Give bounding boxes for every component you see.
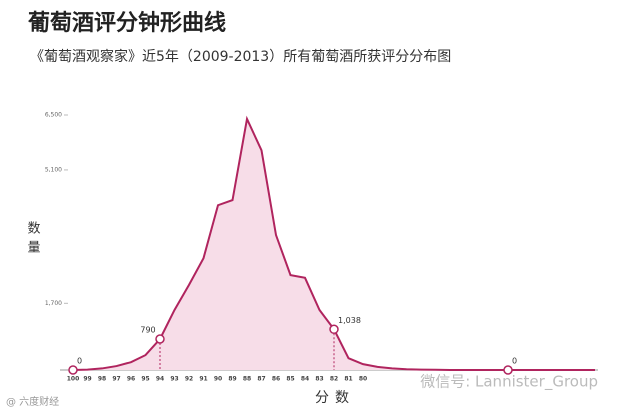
x-tick-label: 92 xyxy=(185,376,193,383)
x-tick-label: 83 xyxy=(315,376,323,383)
x-tick-label: 85 xyxy=(286,376,294,383)
data-label: 0 xyxy=(77,357,82,366)
x-axis-label: 分数 xyxy=(315,390,355,406)
x-tick-label: 91 xyxy=(199,376,207,383)
point xyxy=(329,324,339,335)
x-tick-label: 94 xyxy=(156,376,164,383)
data-label: 790 xyxy=(140,326,155,335)
data-label: 1,038 xyxy=(338,316,361,325)
y-tick-label: 6,500 xyxy=(45,112,62,119)
watermark: 微信号: Lannister_Group xyxy=(420,373,598,392)
y-tick-label: 5,100 xyxy=(45,166,62,173)
credit: @ 六度财经 xyxy=(6,395,59,408)
y-axis-label: 数量 xyxy=(25,221,41,259)
x-tick-label: 84 xyxy=(301,376,309,383)
x-tick-label: 86 xyxy=(272,376,280,383)
x-tick-label: 88 xyxy=(243,376,251,383)
x-tick-label: 81 xyxy=(344,376,352,383)
x-tick-label: 98 xyxy=(98,376,106,383)
x-tick-label: 90 xyxy=(214,376,222,383)
x-tick-label: 96 xyxy=(127,376,135,383)
point xyxy=(68,365,78,375)
x-tick-label: 99 xyxy=(83,376,91,383)
y-tick-label: 1,700 xyxy=(45,300,62,307)
x-tick-label: 80 xyxy=(359,376,367,383)
x-tick-label: 89 xyxy=(228,376,236,383)
x-tick-label: 87 xyxy=(257,376,265,383)
chart-title: 葡萄酒评分钟形曲线 xyxy=(27,10,226,36)
point xyxy=(155,334,165,344)
x-tick-label: 82 xyxy=(330,376,338,383)
area-fill xyxy=(73,118,595,370)
x-tick-label: 97 xyxy=(112,376,120,383)
chart-subtitle: 《葡萄酒观察家》近5年（2009-2013）所有葡萄酒所获评分分布图 xyxy=(30,48,451,65)
x-tick-label: 95 xyxy=(141,376,149,383)
point xyxy=(503,365,513,375)
x-tick-label: 100 xyxy=(67,376,80,383)
data-label: 0 xyxy=(512,357,517,366)
x-tick-label: 93 xyxy=(170,376,178,383)
